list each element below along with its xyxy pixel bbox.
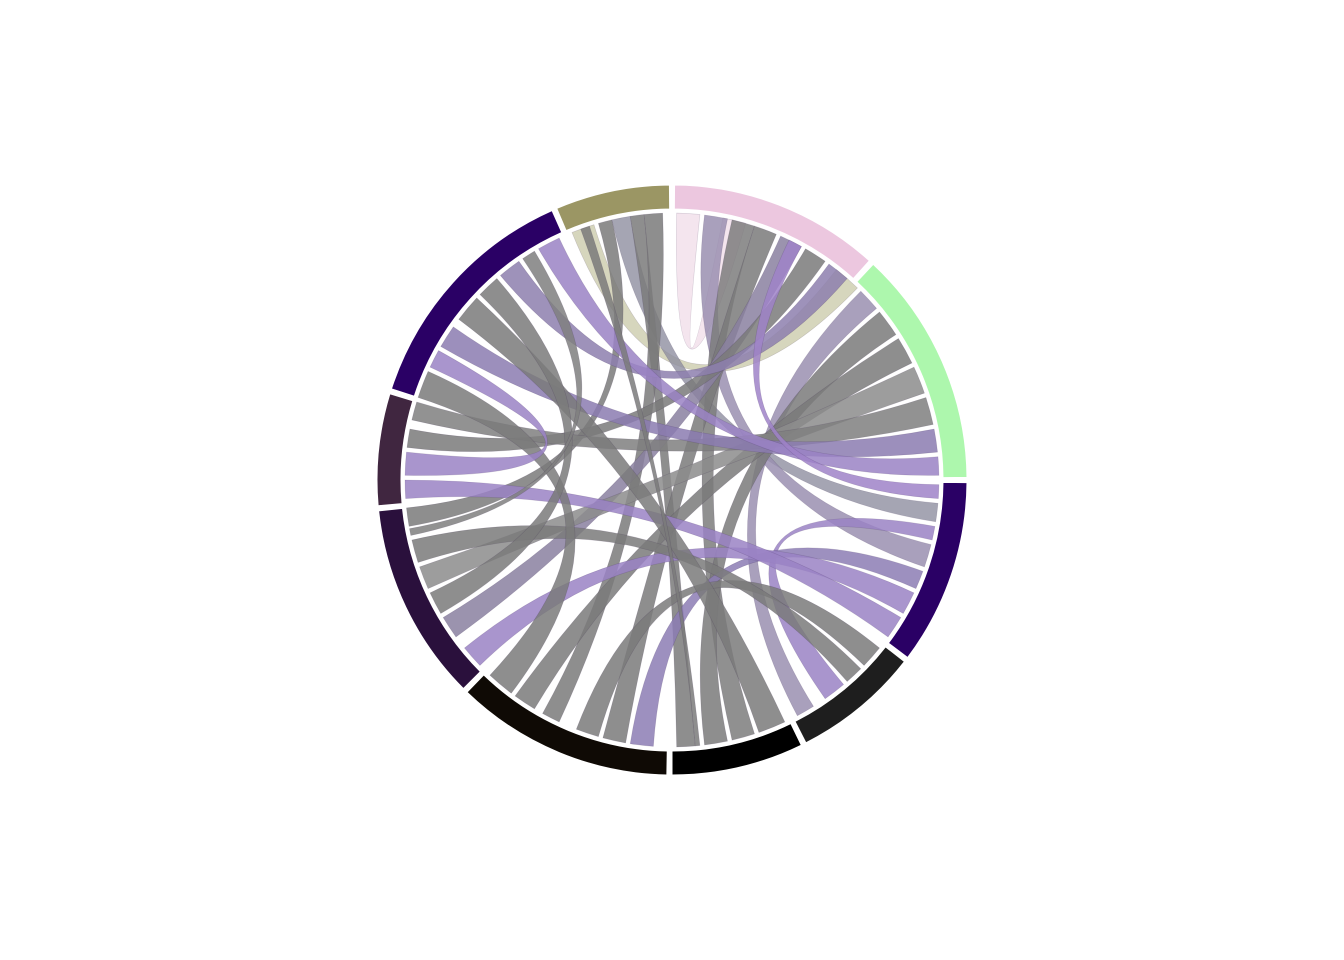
chord-links [404,212,940,748]
chord-link-11 [406,248,826,452]
chord-link-27 [458,297,786,733]
chord-sector-s1 [556,184,671,232]
chord-sector-s6 [671,722,802,776]
chord-link-20 [753,239,940,499]
chord-sector-s4 [887,481,968,659]
chord-sector-s7 [466,674,668,776]
chord-sector-s9 [376,393,414,507]
chord-sector-s8 [378,507,482,690]
chord-link-30 [429,278,573,614]
chord-link-26 [411,525,862,682]
chord-link-28 [580,225,701,747]
chord-link-31 [404,350,548,476]
chord-link-18 [440,326,938,458]
chord-link-21 [768,518,936,700]
chord-link-32 [409,250,583,536]
chord-link-24 [404,479,902,638]
chord-link-19 [538,237,940,476]
chord-link-23 [464,547,915,666]
chord-link-29 [417,371,576,694]
chord-sector-s2 [673,184,871,280]
chord-sector-s5 [794,646,906,744]
chord-sector-s10 [390,209,563,397]
chord-sectors [376,184,968,776]
chord-sector-s3 [856,263,968,479]
